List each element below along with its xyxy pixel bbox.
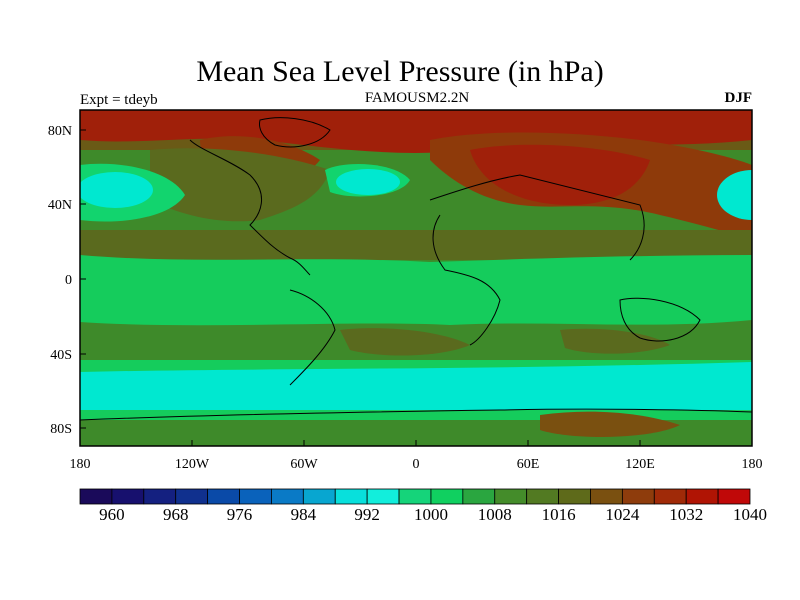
x-tick-180e: 180 [742,457,763,472]
colorbar-label: 960 [99,505,125,524]
y-tick-40n: 40N [48,198,72,213]
colorbar-label: 1016 [541,505,576,524]
model-label: FAMOUSM2.2N [364,90,470,106]
colorbar-swatch [207,488,240,505]
x-tick-180w: 180 [70,457,91,472]
colorbar-swatch [526,488,559,505]
y-tick-40s: 40S [50,348,72,363]
colorbar-label: 968 [162,505,189,524]
colorbar-swatch [398,488,432,505]
colorbar-label: 976 [226,505,253,524]
colorbar-swatch [558,488,591,505]
coastlines [80,117,752,421]
colorbar-label: 992 [354,505,380,524]
map-field [80,110,752,446]
season-label: DJF [724,90,753,106]
y-tick-0: 0 [65,273,72,288]
page-title: Mean Sea Level Pressure (in hPa) [196,55,604,88]
colorbar-swatch [111,488,145,505]
colorbar-label: 1032 [669,505,704,524]
x-tick-120w: 120W [175,457,210,472]
x-tick-60e: 60E [517,457,540,472]
colorbar-label: 1000 [413,505,448,524]
colorbar-swatch [79,488,113,505]
colorbar-swatch [239,488,272,505]
colorbar-swatch [334,488,368,505]
colorbar [79,488,751,505]
y-tick-80n: 80N [48,124,72,139]
colorbar-label: 1040 [733,505,767,524]
colorbar-swatch [621,488,655,505]
colorbar-swatch [590,488,623,505]
y-tick-80s: 80S [50,422,72,437]
colorbar-swatch [653,488,687,505]
colorbar-label: 984 [290,505,317,524]
colorbar-swatch [494,488,528,505]
colorbar-swatch [366,488,400,505]
x-tick-120e: 120E [625,457,655,472]
colorbar-swatch [430,488,464,505]
colorbar-label: 1008 [477,505,512,524]
colorbar-swatch [462,488,496,505]
colorbar-swatch [717,488,751,505]
colorbar-label: 1024 [605,505,640,524]
axis-ticks [80,129,641,446]
x-tick-0: 0 [413,457,420,472]
colorbar-swatch [143,488,177,505]
colorbar-swatch [271,488,304,505]
x-tick-60w: 60W [290,457,318,472]
colorbar-swatch [302,488,336,505]
colorbar-swatch [685,488,719,505]
colorbar-swatch [175,488,209,505]
experiment-label: Expt = tdeyb [80,92,158,108]
